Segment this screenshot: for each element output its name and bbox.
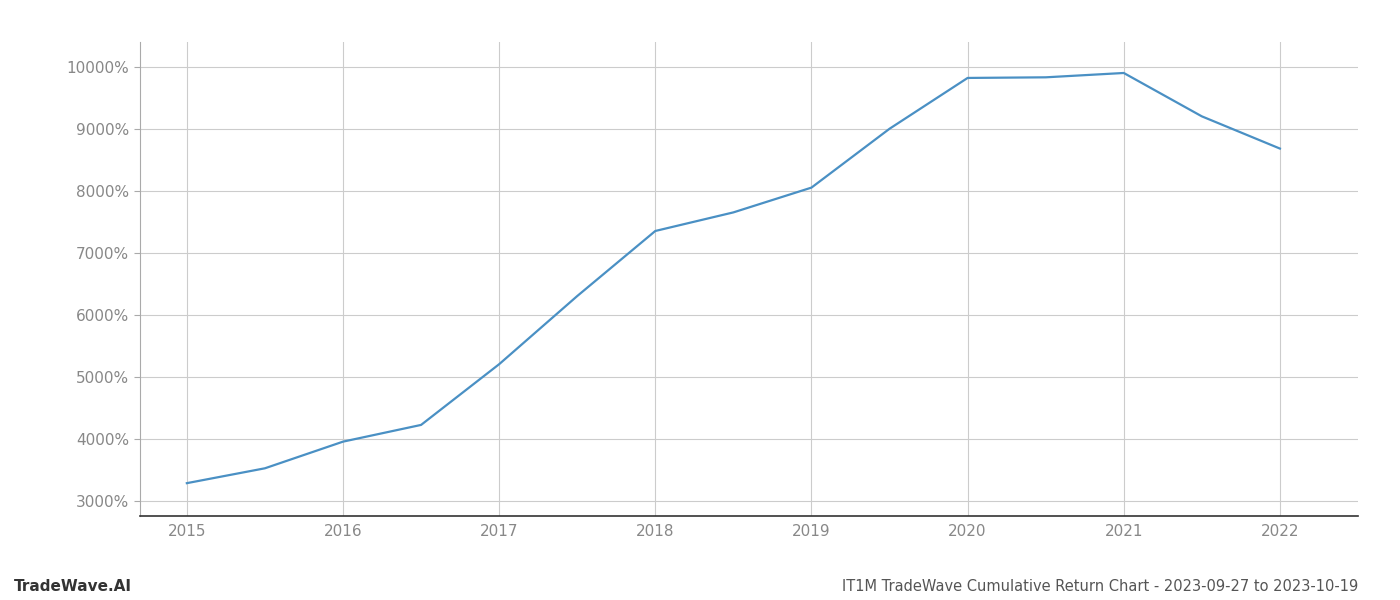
Text: IT1M TradeWave Cumulative Return Chart - 2023-09-27 to 2023-10-19: IT1M TradeWave Cumulative Return Chart -… [841,579,1358,594]
Text: TradeWave.AI: TradeWave.AI [14,579,132,594]
